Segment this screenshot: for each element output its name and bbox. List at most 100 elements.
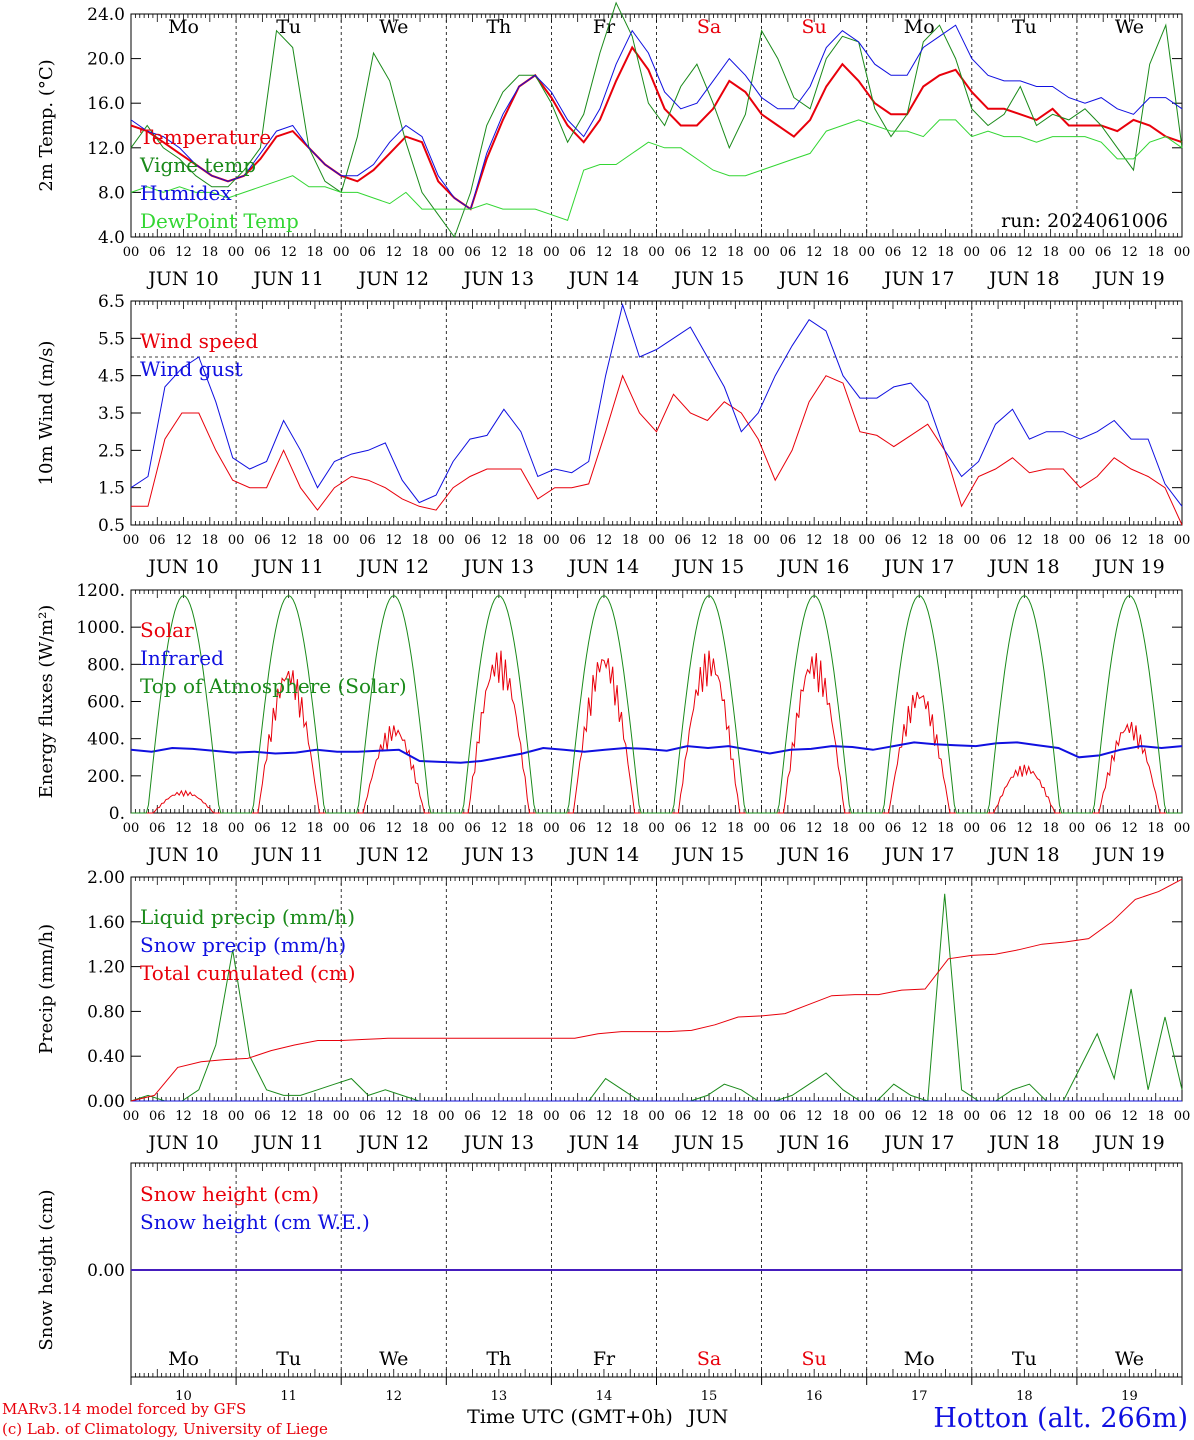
weekday-label: We — [379, 16, 408, 38]
x-hour-label: 00 — [648, 245, 665, 260]
series-line — [130, 878, 1183, 1102]
panel-frame — [130, 13, 1183, 238]
x-hour-label: 00 — [438, 533, 455, 548]
legend-item: Vigne temp — [139, 153, 256, 177]
x-hour-label: 06 — [254, 533, 271, 548]
y-axis-label: Precip (mm/h) — [36, 924, 57, 1054]
x-hour-label: 00 — [333, 1109, 350, 1124]
x-hour-label: 18 — [937, 821, 954, 836]
x-day-label: JUN 15 — [672, 844, 744, 866]
x-hour-label: 12 — [911, 821, 928, 836]
x-hour-label: 12 — [806, 533, 823, 548]
series-group — [130, 595, 1183, 814]
y-axis-label: Snow height (cm) — [36, 1189, 57, 1350]
x-hour-label: 00 — [228, 245, 245, 260]
x-day-label: JUN 16 — [777, 556, 849, 578]
x-hour-label: 12 — [1121, 533, 1138, 548]
x-hour-label: 18 — [622, 1109, 639, 1124]
x-day-label: JUN 13 — [462, 844, 534, 866]
x-hour-label: 06 — [990, 821, 1007, 836]
x-day-label: JUN 17 — [882, 268, 954, 290]
x-day-label: JUN 18 — [987, 268, 1059, 290]
y-tick-label: 8.0 — [98, 183, 125, 203]
x-day-label: JUN 11 — [251, 556, 323, 578]
x-hour-label: 12 — [491, 533, 508, 548]
x-hour-label: 00 — [964, 245, 981, 260]
weekday-label: Su — [802, 1348, 827, 1370]
x-hour-label: 06 — [149, 245, 166, 260]
x-hour-label: 18 — [307, 245, 324, 260]
x-hour-label: 00 — [123, 533, 140, 548]
panel-frame — [130, 589, 1183, 814]
legend: Wind speed Wind gust — [140, 329, 258, 381]
x-hour-label: 12 — [1121, 821, 1138, 836]
x-hour-label: 00 — [648, 1109, 665, 1124]
x-hour-label: 00 — [438, 245, 455, 260]
x-day-label: JUN 12 — [357, 268, 429, 290]
weekday-label: Mo — [168, 16, 199, 38]
y-axis-label: Energy fluxes (W/m²) — [36, 605, 57, 799]
weekday-label: We — [1115, 1348, 1144, 1370]
x-day-label: JUN 10 — [146, 1132, 218, 1154]
series-group — [130, 302, 1183, 526]
weekday-labels: Mo Tu We Th Fr Sa Su Mo Tu We — [168, 1348, 1144, 1370]
x-hour-label: 18 — [832, 533, 849, 548]
legend-item: Temperature — [140, 125, 271, 149]
x-day-label: JUN 17 — [882, 1132, 954, 1154]
x-hour-label: 00 — [123, 245, 140, 260]
legend-item: DewPoint Temp — [140, 209, 299, 233]
x-hour-label: 06 — [1095, 821, 1112, 836]
x-hour-label: 12 — [806, 1109, 823, 1124]
x-day-label: JUN 13 — [462, 268, 534, 290]
x-hour-label: 18 — [622, 821, 639, 836]
x-day-label: JUN 19 — [1092, 556, 1164, 578]
x-day-label: JUN 11 — [251, 1132, 323, 1154]
x-day-label: JUN 15 — [672, 556, 744, 578]
x-hour-label: 18 — [307, 533, 324, 548]
x-hour-label: 06 — [149, 821, 166, 836]
x-hour-label: 18 — [1042, 821, 1059, 836]
x-day-label: JUN 13 — [462, 556, 534, 578]
x-hour-label: 18 — [937, 533, 954, 548]
x-hour-label: 06 — [885, 533, 902, 548]
legend-item: Top of Atmosphere (Solar) — [140, 674, 407, 698]
y-tick-label: 5.5 — [98, 329, 125, 349]
x-hour-label: 18 — [202, 533, 219, 548]
y-tick-label: 200. — [87, 767, 125, 787]
x-hour-label: 18 — [412, 1109, 429, 1124]
y-tick-label: 400. — [87, 730, 125, 750]
x-hour-label: 00 — [858, 245, 875, 260]
x-day-label: JUN 19 — [1092, 844, 1164, 866]
x-hour-label: 12 — [1016, 1109, 1033, 1124]
legend-item: Humidex — [140, 181, 232, 205]
x-hour-label: 12 — [1121, 1109, 1138, 1124]
x-hour-label: 06 — [359, 245, 376, 260]
x-hour-labels: 00 06 12 18 JUN 10 00 06 12 18 JUN 11 00 06 12 18 JUN … — [123, 821, 1191, 866]
x-hour-label: 06 — [675, 1109, 692, 1124]
y-tick-labels: 0.00 0.40 0.80 1.20 1.60 2.00 — [87, 868, 125, 1112]
x-hour-label: 06 — [675, 533, 692, 548]
x-hour-labels: 00 06 12 18 JUN 10 00 06 12 18 JUN 11 00 06 12 18 JUN … — [123, 245, 1191, 290]
x-hour-label: 06 — [1095, 1109, 1112, 1124]
legend-item: Snow height (cm) — [140, 1182, 319, 1206]
x-hour-label: 18 — [937, 1109, 954, 1124]
x-hour-label: 12 — [806, 821, 823, 836]
x-hour-label: 00 — [964, 533, 981, 548]
x-hour-label: 00 — [1069, 821, 1086, 836]
x-hour-label: 06 — [885, 821, 902, 836]
x-day-label: JUN 16 — [777, 844, 849, 866]
x-hour-label: 18 — [622, 245, 639, 260]
x-hour-label: 00 — [543, 821, 560, 836]
x-hour-label: 00 — [333, 533, 350, 548]
y-tick-label: 600. — [87, 693, 125, 713]
date-label: 15 — [701, 1389, 718, 1404]
x-hour-label: 06 — [990, 245, 1007, 260]
x-hour-label: 18 — [517, 1109, 534, 1124]
y-tick-label: 20.0 — [87, 50, 125, 70]
x-day-label: JUN 10 — [146, 844, 218, 866]
x-hour-label: 18 — [517, 245, 534, 260]
y-tick-label: 1.5 — [98, 479, 125, 499]
weekday-label: Tu — [276, 16, 301, 38]
series-group — [130, 878, 1183, 1102]
y-tick-label: 0.00 — [87, 1092, 125, 1112]
